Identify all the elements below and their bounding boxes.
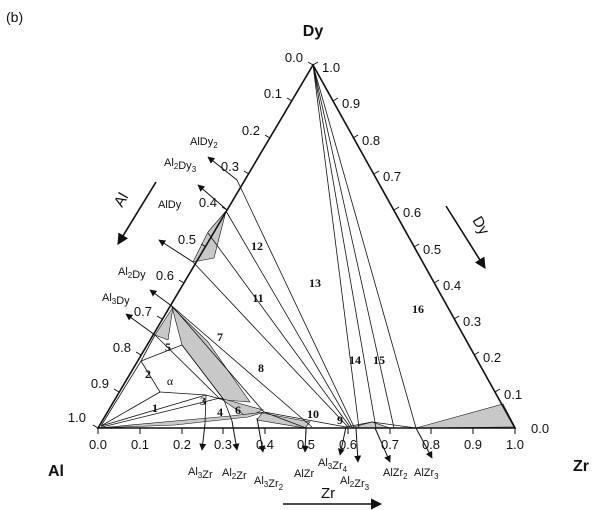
shaded-region-bottom-1 (97, 411, 266, 429)
tick-label: 0.4 (199, 195, 217, 210)
corner-label-dy: Dy (303, 23, 324, 40)
tick-label: 0.9 (464, 437, 482, 452)
phase-label: Al3Zr2 (254, 475, 284, 492)
tick-label: 0.9 (342, 96, 360, 111)
region-label: 8 (258, 361, 264, 375)
tick-label: 0.3 (221, 159, 239, 174)
shaded-region-center (171, 306, 251, 403)
tick-label: 0.7 (134, 304, 152, 319)
corner-label-zr: Zr (573, 458, 589, 475)
axis-arrows (117, 181, 486, 510)
phase-label: Al2Zr (222, 467, 247, 482)
phase-label: Al3Dy (102, 292, 130, 307)
region-label: 1 (152, 401, 158, 415)
region-label: 15 (373, 353, 385, 367)
region-label: 14 (349, 353, 361, 367)
right-tick-labels: 1.0 0.9 0.8 0.7 0.6 0.5 0.4 0.3 0.2 0.1 … (322, 60, 549, 436)
bottom-tick-labels: 0.0 0.1 0.2 0.3 0.4 0.5 0.6 0.7 0.8 0.9 … (89, 437, 524, 452)
shaded-regions (97, 210, 516, 429)
shaded-region-al3dy-band (154, 306, 174, 341)
phase-labels: AlDy2 Al2Dy3 AlDy Al2Dy Al3Dy Al3Zr Al2Z… (102, 136, 439, 492)
tick-label: 0.7 (383, 169, 401, 184)
bottom-axis-title: Zr (321, 485, 335, 502)
tick-label: 0.2 (483, 350, 501, 365)
tick-label: 1.0 (68, 410, 86, 425)
tick-label: 0.4 (256, 437, 274, 452)
tick-label: 0.4 (443, 278, 461, 293)
shaded-region-al2dy-band (192, 210, 227, 263)
phase-label: AlDy2 (190, 136, 218, 150)
tick-label: 0.2 (173, 437, 191, 452)
tick-label: 0.2 (242, 123, 260, 138)
region-label: 12 (251, 239, 263, 253)
right-axis-title: Dy (469, 214, 493, 239)
region-label: 7 (217, 330, 223, 344)
tick-label: 0.6 (403, 205, 421, 220)
phase-label: Al2Dy (118, 266, 146, 281)
tick-label: 0.3 (463, 314, 481, 329)
region-label: 13 (309, 276, 321, 290)
phase-label: AlZr2 (383, 467, 408, 481)
tick-label: 0.5 (297, 437, 315, 452)
triangle-frame (96, 63, 517, 429)
tick-label: 0.0 (89, 437, 107, 452)
phase-label: AlDy (158, 199, 182, 211)
tick-marks (92, 61, 516, 434)
phase-label: AlZr3 (414, 467, 439, 481)
region-label: 4 (217, 405, 223, 419)
tick-label: 0.5 (423, 242, 441, 257)
region-label: 16 (412, 302, 424, 316)
tick-label: 1.0 (506, 437, 524, 452)
tick-label: 0.1 (131, 437, 149, 452)
left-axis-arrow (117, 181, 157, 245)
tick-label: 0.7 (381, 437, 399, 452)
tick-label: 0.3 (214, 437, 232, 452)
tick-label: 0.8 (362, 133, 380, 148)
tick-label: 0.8 (113, 340, 131, 355)
tick-label: 0.0 (531, 421, 549, 436)
tick-label: 0.9 (91, 376, 109, 391)
phase-arrows (125, 156, 433, 463)
phase-label: Al3Zr4 (318, 457, 348, 474)
panel-label: (b) (6, 9, 23, 25)
tick-label: 0.1 (264, 86, 282, 101)
shaded-region-right (415, 403, 516, 429)
region-label: 5 (165, 340, 171, 354)
tick-label: 0.5 (178, 232, 196, 247)
region-label: 9 (337, 413, 343, 427)
region-label: 3 (200, 394, 206, 408)
phase-label: Al2Zr3 (340, 475, 370, 492)
region-label: 10 (307, 407, 319, 421)
region-label-alpha: α (167, 374, 174, 388)
tick-label: 0.6 (339, 437, 357, 452)
tick-label: 0.6 (156, 268, 174, 283)
phase-label: Al3Zr (188, 466, 213, 481)
left-axis-title: Al (111, 190, 132, 210)
region-label: 11 (252, 291, 263, 305)
tick-label: 0.0 (285, 50, 303, 65)
tick-label: 1.0 (322, 60, 340, 75)
tick-label: 0.1 (504, 387, 522, 402)
region-label: 2 (145, 367, 151, 381)
tie-lines (97, 64, 417, 429)
left-tick-labels: 0.0 0.1 0.2 0.3 0.4 0.5 0.6 0.7 0.8 0.9 … (68, 50, 303, 425)
region-labels: 1 2 3 4 5 6 7 8 9 10 11 12 13 14 15 16 α (145, 239, 424, 427)
right-axis-arrow (445, 205, 486, 269)
phase-label: Al2Dy3 (164, 157, 197, 174)
phase-label: AlZr (294, 468, 315, 480)
corner-label-al: Al (48, 463, 64, 480)
region-label: 6 (235, 403, 241, 417)
